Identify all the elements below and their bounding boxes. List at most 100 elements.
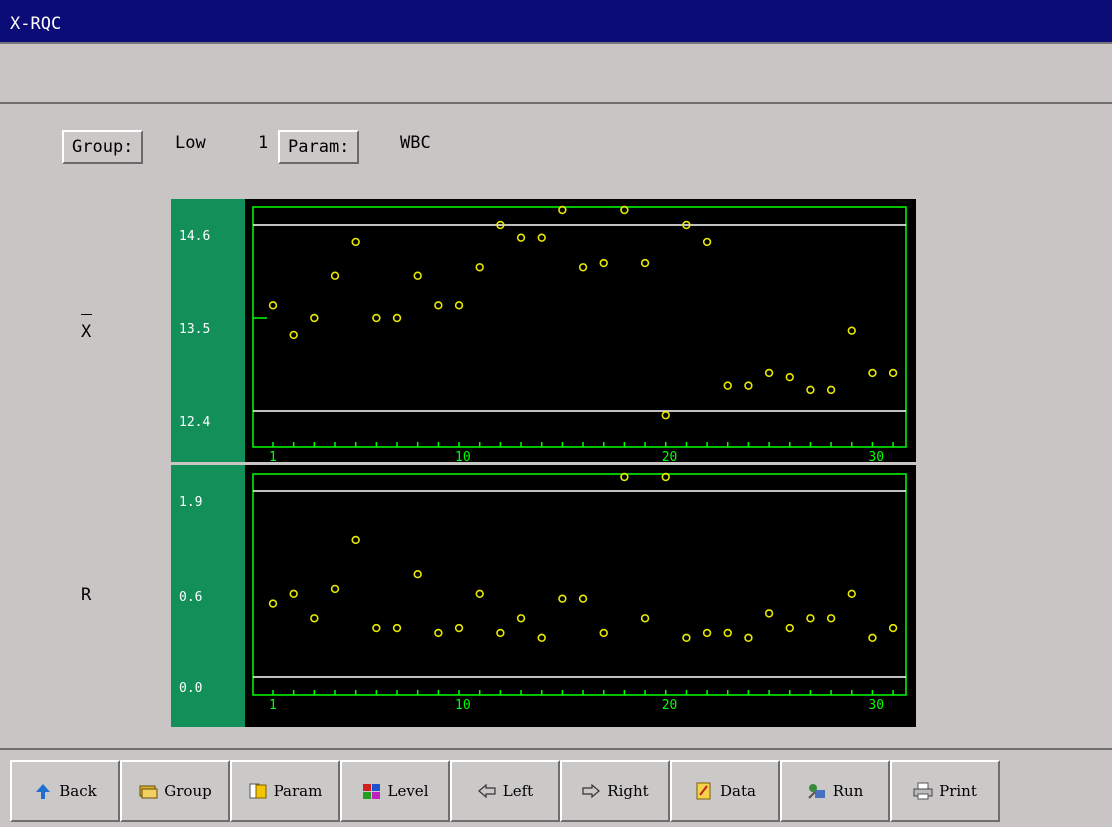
toolbar-button-label: Run (832, 782, 864, 800)
data-point (413, 271, 422, 280)
toolbar-group-button[interactable]: Group (120, 760, 230, 822)
data-point (702, 237, 712, 247)
plot-frame (252, 206, 907, 448)
plot-area (245, 199, 916, 462)
group-button[interactable]: Group: (62, 130, 144, 164)
data-point (620, 472, 629, 482)
data-point (330, 584, 340, 594)
data-point (454, 623, 464, 633)
document-icon (248, 782, 268, 800)
data-point (702, 628, 712, 638)
data-point (744, 633, 753, 643)
run-icon (807, 782, 827, 800)
toolbar-level-button[interactable]: Level (340, 760, 450, 822)
data-point (310, 313, 319, 323)
up-arrow-icon (33, 782, 53, 800)
data-point (640, 258, 650, 268)
toolbar-button-label: Group (164, 782, 212, 800)
data-point (640, 614, 650, 623)
level-value: 1 (258, 133, 269, 153)
x-tick-label: 20 (662, 698, 678, 713)
toolbar-right-button[interactable]: Right (560, 760, 670, 822)
data-point (682, 220, 691, 230)
data-point (558, 205, 567, 215)
toolbar-print-button[interactable]: Print (890, 760, 1000, 822)
window-title: X-RQC (10, 14, 62, 34)
data-point (868, 368, 877, 378)
data-point (888, 623, 898, 633)
data-point (392, 313, 402, 323)
xbar-label: X (81, 322, 92, 342)
data-point (475, 263, 484, 272)
data-point (599, 258, 608, 268)
param-button[interactable]: Param: (278, 130, 360, 164)
data-point (806, 385, 815, 395)
data-point (413, 570, 422, 579)
data-point (558, 594, 567, 603)
toolbar-run-button[interactable]: Run (780, 760, 890, 822)
x-tick-label: 1 (269, 698, 277, 713)
data-point (599, 628, 608, 638)
y-tick-label: 12.4 (179, 415, 210, 430)
data-point (392, 623, 402, 633)
data-point (888, 368, 898, 378)
right-arrow-icon (581, 782, 601, 800)
colored-cubes-icon (362, 782, 382, 800)
data-point (516, 233, 526, 242)
header-area (0, 44, 1112, 104)
data-point (310, 614, 319, 623)
data-point (578, 594, 588, 603)
y-tick-label: 14.6 (179, 229, 210, 244)
x-tick-label: 30 (868, 450, 884, 465)
data-point (454, 301, 464, 310)
axis-panel (171, 199, 245, 462)
folders-icon (138, 782, 158, 800)
data-point (723, 628, 732, 638)
data-point (847, 326, 856, 335)
data-point (785, 623, 794, 633)
data-point (372, 313, 381, 323)
data-point (868, 633, 877, 643)
title-bar: X-RQC (0, 0, 1112, 44)
data-point (537, 233, 546, 242)
data-point (330, 271, 340, 280)
data-point (496, 628, 505, 638)
plot-frame (252, 473, 907, 696)
param-value: WBC (400, 133, 431, 153)
axis-panel (171, 465, 245, 727)
data-point (682, 633, 691, 643)
group-value: Low (175, 133, 206, 153)
data-point (764, 368, 774, 378)
data-point (434, 301, 443, 310)
data-point (847, 589, 856, 598)
x-tick-label: 10 (455, 698, 471, 713)
toolbar-button-label: Back (59, 782, 97, 800)
data-point (475, 589, 484, 598)
left-arrow-icon (477, 782, 497, 800)
data-point (661, 411, 670, 420)
notepad-icon (694, 782, 714, 800)
data-point (764, 609, 774, 618)
data-point (826, 385, 836, 395)
toolbar-back-button[interactable]: Back (10, 760, 120, 822)
x-tick-label: 20 (662, 450, 678, 465)
x-tick-label: 10 (455, 450, 471, 465)
y-tick-label: 13.5 (179, 322, 210, 337)
bottom-bar (0, 748, 1112, 827)
toolbar-button-label: Level (387, 782, 429, 800)
data-point (496, 220, 505, 230)
y-tick-label: 1.9 (179, 495, 202, 510)
toolbar-param-button[interactable]: Param (230, 760, 340, 822)
data-point (268, 301, 278, 310)
data-point (351, 535, 360, 545)
xbar-row-label: X (81, 314, 92, 342)
qc-charts: 14.6 13.5 12.4 1 10 20 30 1.9 0.6 0.0 1 10 20 30 (171, 199, 916, 727)
toolbar-left-button[interactable]: Left (450, 760, 560, 822)
data-point (806, 614, 815, 623)
data-point (785, 372, 794, 382)
x-tick-label: 30 (868, 698, 884, 713)
data-point (661, 472, 670, 482)
data-point (744, 381, 753, 390)
toolbar-data-button[interactable]: Data (670, 760, 780, 822)
y-tick-label: 0.6 (179, 590, 202, 605)
